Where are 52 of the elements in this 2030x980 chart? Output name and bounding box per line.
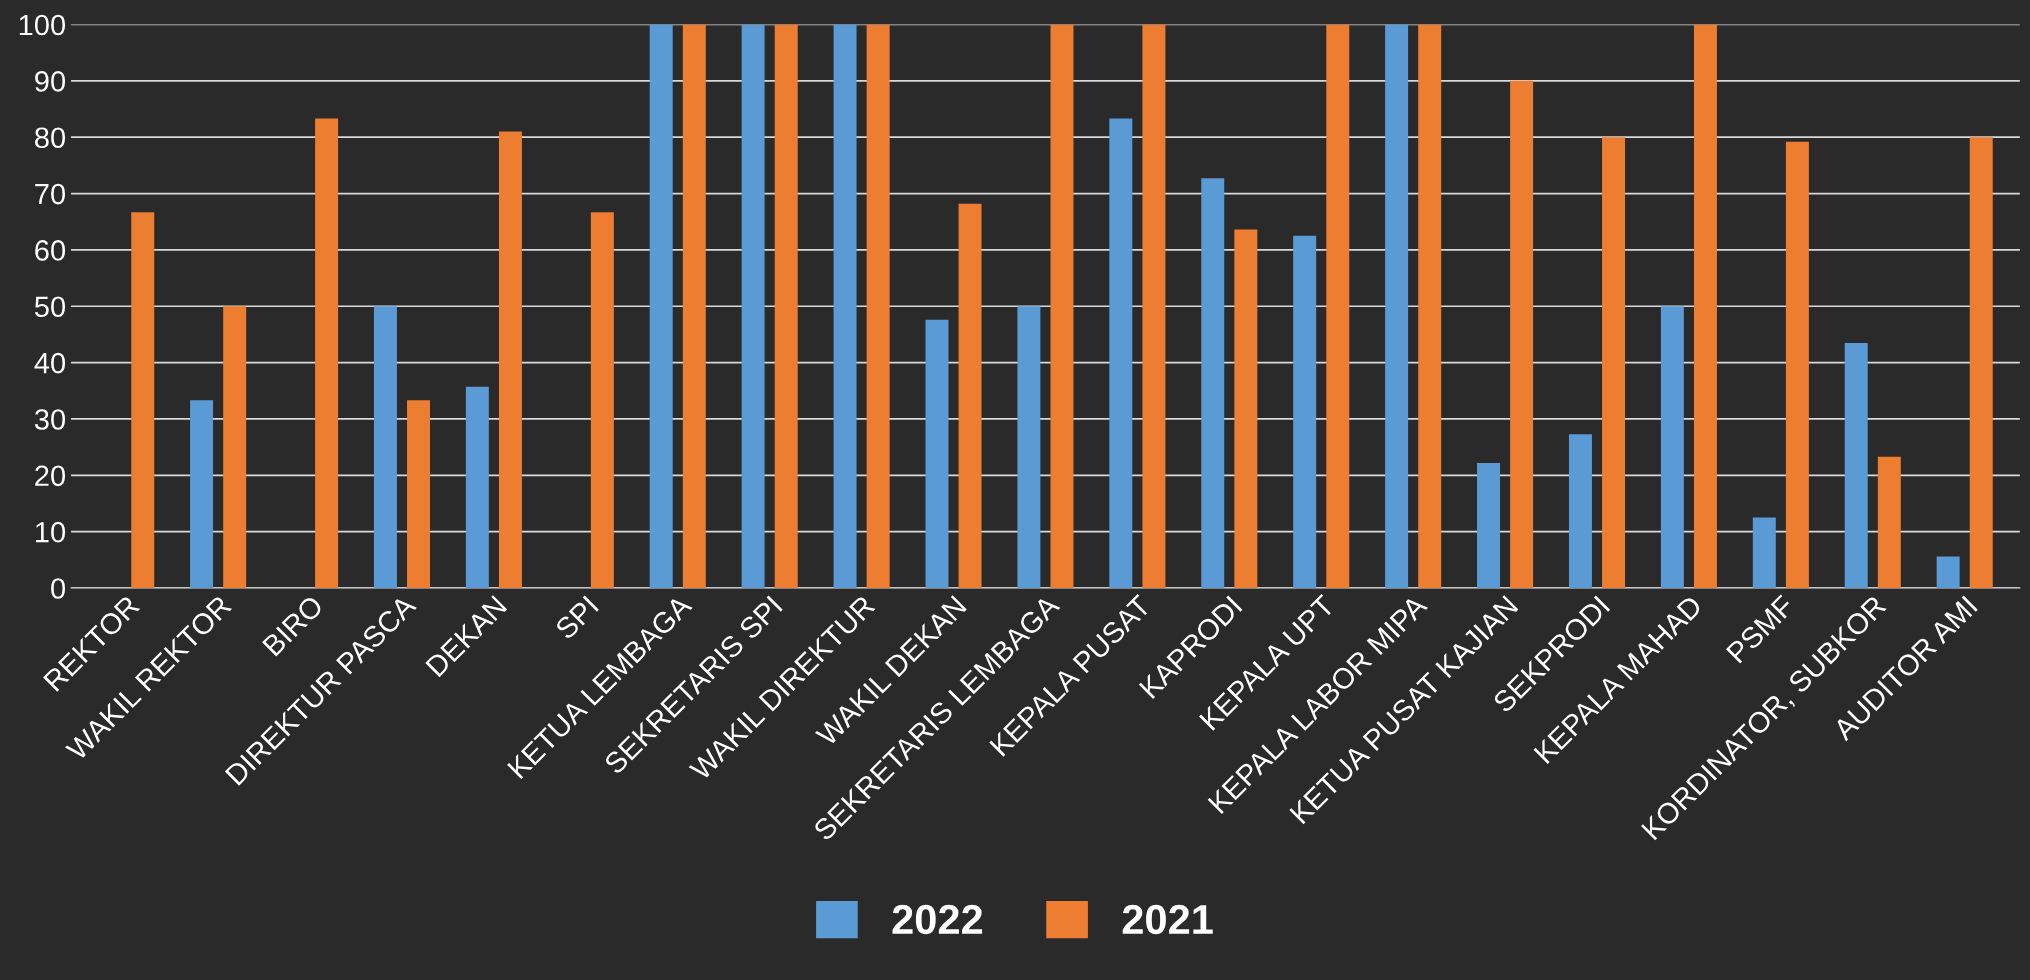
bar [1234, 229, 1258, 588]
bar [1326, 24, 1350, 588]
bar [590, 212, 614, 588]
bar [131, 212, 155, 588]
y-tick-label: 30 [34, 409, 66, 430]
bar [1969, 137, 1993, 588]
bar [925, 319, 949, 588]
bar [833, 24, 857, 588]
y-tick-label: 40 [34, 352, 66, 374]
legend-label: 2021 [1122, 904, 1213, 935]
bar [373, 306, 397, 588]
bar [1936, 556, 1960, 588]
bar [1477, 462, 1501, 588]
bar [1418, 24, 1442, 588]
bar [866, 24, 890, 588]
bar [1385, 24, 1409, 588]
bar [1201, 178, 1225, 588]
bar [315, 118, 339, 588]
y-tick-label: 20 [35, 465, 66, 487]
y-tick-label: 60 [35, 240, 66, 261]
bar [1568, 434, 1592, 588]
bar [1693, 24, 1717, 588]
bar [1510, 80, 1534, 588]
legend-label: 2022 [892, 904, 983, 935]
y-tick-label: 0 [51, 578, 66, 599]
y-tick-label: 70 [35, 183, 66, 205]
bar [1602, 137, 1626, 588]
bar [1785, 141, 1809, 588]
y-tick-label: 100 [19, 14, 66, 36]
bar [190, 400, 214, 588]
y-tick-label: 80 [35, 127, 66, 149]
bar [682, 24, 706, 588]
bar [774, 24, 798, 588]
y-tick-label: 10 [35, 521, 66, 543]
bar [1109, 118, 1133, 588]
y-tick-label: 90 [35, 71, 66, 92]
bar [958, 203, 982, 588]
bar [407, 400, 431, 588]
bar [649, 24, 673, 588]
bar [1293, 235, 1317, 588]
bar [1142, 24, 1166, 588]
bar [223, 306, 247, 588]
bar [1017, 306, 1041, 588]
y-tick-label: 50 [34, 296, 66, 318]
bar [465, 386, 489, 588]
bar [498, 131, 522, 588]
bar [741, 24, 765, 588]
bar [1752, 517, 1776, 588]
bar [1660, 306, 1684, 588]
bar [1877, 456, 1901, 588]
bar [1844, 342, 1868, 588]
bar [1050, 24, 1074, 588]
